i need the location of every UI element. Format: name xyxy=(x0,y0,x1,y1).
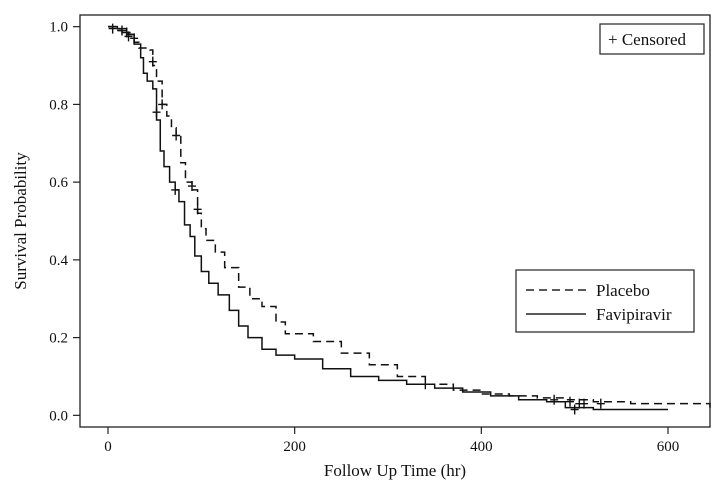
x-tick-label: 400 xyxy=(470,439,493,455)
y-tick-label: 0.6 xyxy=(49,175,68,191)
censor-legend-box xyxy=(599,23,705,55)
censor-mark-placebo xyxy=(172,130,181,141)
x-axis-ticks: 0 200 400 600 xyxy=(104,427,679,455)
y-tick-label: 0.4 xyxy=(49,253,68,269)
series-legend-box xyxy=(515,269,695,333)
y-axis-title: Survival Probability xyxy=(11,152,30,290)
censor-mark-placebo xyxy=(596,398,605,409)
censor-mark-placebo xyxy=(188,181,196,192)
censor-mark-placebo xyxy=(158,99,167,110)
x-tick-label: 0 xyxy=(104,439,112,455)
censor-marks xyxy=(108,23,605,415)
censor-mark-placebo xyxy=(130,33,139,44)
censor-mark-placebo xyxy=(550,394,559,405)
censor-mark-placebo xyxy=(118,25,126,36)
legend-label-favipiravir: Favipiravir xyxy=(596,305,672,324)
y-axis-ticks: 0.0 0.2 0.4 0.6 0.8 1.0 xyxy=(49,20,80,424)
series-line-favipiravir xyxy=(108,25,668,411)
series-legend: Placebo Favipiravir xyxy=(515,269,695,333)
y-tick-label: 0.0 xyxy=(49,408,68,424)
censor-mark-placebo xyxy=(580,398,588,409)
series-line-placebo xyxy=(108,25,711,410)
censor-mark-favipiravir xyxy=(108,23,117,34)
censor-mark-placebo xyxy=(148,56,157,67)
y-tick-label: 0.2 xyxy=(49,331,68,347)
x-axis-title: Follow Up Time (hr) xyxy=(324,461,466,480)
censor-mark-placebo xyxy=(193,204,202,215)
x-tick-label: 200 xyxy=(283,439,306,455)
censor-mark-favipiravir xyxy=(152,107,161,118)
series-layer xyxy=(108,25,711,411)
censor-legend-label: + Censored xyxy=(608,30,687,49)
legend-label-placebo: Placebo xyxy=(596,281,650,300)
censor-legend: + Censored xyxy=(599,23,705,55)
censor-mark-favipiravir xyxy=(124,31,133,42)
plot-frame xyxy=(79,14,711,428)
censor-mark-placebo xyxy=(421,379,430,390)
y-tick-label: 1.0 xyxy=(49,20,68,36)
censor-mark-placebo xyxy=(566,396,574,407)
censor-mark-favipiravir xyxy=(570,404,579,415)
censor-mark-favipiravir xyxy=(171,184,180,195)
x-tick-label: 600 xyxy=(657,439,680,455)
y-tick-label: 0.8 xyxy=(49,97,68,113)
